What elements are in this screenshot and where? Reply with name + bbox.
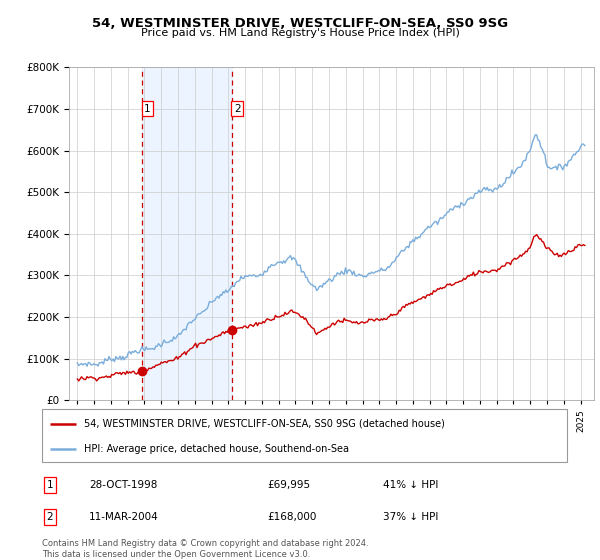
Text: 2: 2 xyxy=(234,104,241,114)
Text: Contains HM Land Registry data © Crown copyright and database right 2024.
This d: Contains HM Land Registry data © Crown c… xyxy=(42,539,368,559)
Text: 54, WESTMINSTER DRIVE, WESTCLIFF-ON-SEA, SS0 9SG (detached house): 54, WESTMINSTER DRIVE, WESTCLIFF-ON-SEA,… xyxy=(84,419,445,429)
Text: 2: 2 xyxy=(47,512,53,521)
Text: 28-OCT-1998: 28-OCT-1998 xyxy=(89,480,158,490)
Text: 37% ↓ HPI: 37% ↓ HPI xyxy=(383,512,439,521)
Text: 41% ↓ HPI: 41% ↓ HPI xyxy=(383,480,439,490)
Text: 54, WESTMINSTER DRIVE, WESTCLIFF-ON-SEA, SS0 9SG: 54, WESTMINSTER DRIVE, WESTCLIFF-ON-SEA,… xyxy=(92,17,508,30)
FancyBboxPatch shape xyxy=(42,409,567,462)
Text: 1: 1 xyxy=(144,104,151,114)
Text: 1: 1 xyxy=(47,480,53,490)
Text: 11-MAR-2004: 11-MAR-2004 xyxy=(89,512,159,521)
Bar xyxy=(142,67,232,400)
Text: Price paid vs. HM Land Registry's House Price Index (HPI): Price paid vs. HM Land Registry's House … xyxy=(140,28,460,38)
Text: £168,000: £168,000 xyxy=(268,512,317,521)
Text: £69,995: £69,995 xyxy=(268,480,311,490)
Text: HPI: Average price, detached house, Southend-on-Sea: HPI: Average price, detached house, Sout… xyxy=(84,444,349,454)
